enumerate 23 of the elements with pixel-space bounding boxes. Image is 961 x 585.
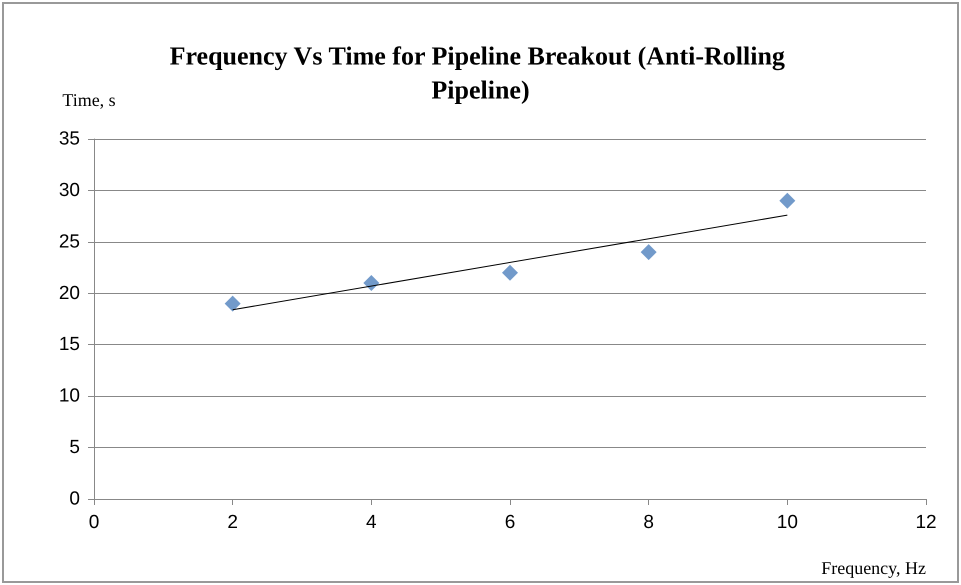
y-tick-label: 35	[58, 128, 80, 150]
y-tick-label: 20	[58, 282, 80, 304]
point	[779, 192, 796, 209]
x-tick-label: 4	[366, 512, 378, 533]
x-tick-label: 2	[227, 512, 238, 533]
y-tick-label: 0	[69, 488, 80, 510]
x-tick-label: 10	[776, 512, 798, 533]
x-axis-title: Frequency, Hz	[821, 558, 926, 578]
x-tick-label: 8	[643, 512, 654, 533]
x-tick-label: 6	[504, 512, 516, 533]
point	[363, 275, 380, 291]
point	[224, 296, 241, 312]
point	[502, 264, 518, 281]
x-tick-label: 0	[88, 512, 100, 533]
point	[640, 244, 657, 260]
chart-title: Frequency Vs Time for Pipeline Breakout (Anti-Rolling Pipeline)	[170, 42, 792, 104]
y-tick-label: 25	[58, 231, 80, 252]
y-tick-label: 15	[58, 334, 80, 356]
y-tick-label: 10	[58, 386, 80, 407]
x-tick-label: 12	[915, 512, 937, 533]
y-tick-label: 30	[58, 180, 80, 201]
y-tick-label: 5	[69, 437, 80, 458]
y-axis-title: Time, s	[62, 90, 116, 110]
